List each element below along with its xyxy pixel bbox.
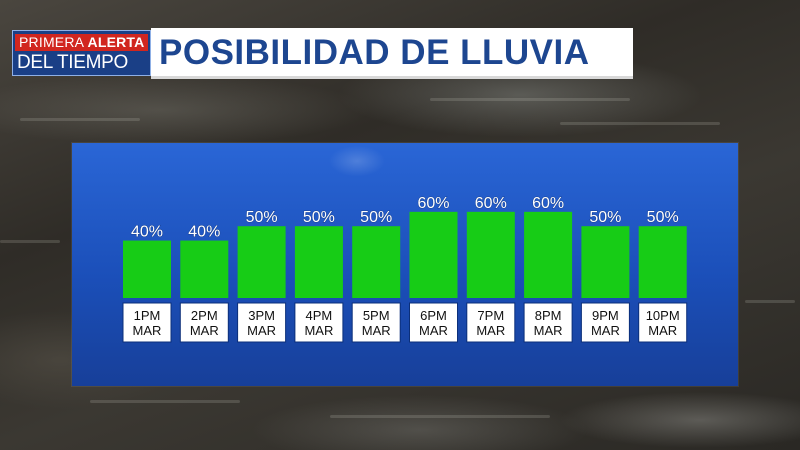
- category-label-box: [466, 302, 516, 343]
- bar-value-label: 40%: [188, 224, 220, 241]
- bar-value-label: 50%: [246, 209, 278, 226]
- bar-value-label: 60%: [475, 195, 507, 212]
- bar-1pm: [123, 240, 171, 298]
- category-day-label: MAR: [190, 323, 219, 338]
- bar-value-label: 60%: [532, 195, 564, 212]
- background-streak: [330, 415, 550, 418]
- category-time-label: 6PM: [420, 308, 447, 323]
- category-time-label: 7PM: [477, 308, 504, 323]
- category-day-label: MAR: [133, 323, 162, 338]
- bar-value-label: 50%: [303, 209, 335, 226]
- category-time-label: 2PM: [191, 308, 218, 323]
- category-label-box: [237, 302, 287, 343]
- category-time-label: 5PM: [363, 308, 390, 323]
- category-label-box: [580, 302, 630, 343]
- bar-7pm: [466, 211, 515, 298]
- bug-alerta-text: ALERTA: [87, 34, 145, 50]
- category-time-label: 8PM: [535, 308, 562, 323]
- category-label-box: [409, 302, 458, 343]
- bar-8pm: [524, 211, 573, 298]
- category-day-label: MAR: [534, 323, 563, 338]
- page-title: POSIBILIDAD DE LLUVIA: [159, 33, 590, 72]
- bar-value-label: 50%: [647, 209, 679, 226]
- category-day-label: MAR: [419, 323, 448, 338]
- category-time-label: 9PM: [592, 308, 619, 323]
- bar-4pm: [294, 226, 343, 298]
- category-label-box: [351, 302, 401, 343]
- bar-2pm: [180, 240, 229, 298]
- title-banner: POSIBILIDAD DE LLUVIA: [151, 28, 633, 79]
- background-streak: [0, 240, 60, 243]
- bar-9pm: [581, 226, 630, 298]
- category-time-label: 4PM: [306, 308, 333, 323]
- category-label-box: [179, 302, 229, 343]
- bug-del-tiempo-text: DEL TIEMPO: [17, 52, 129, 73]
- bar-6pm: [409, 211, 458, 298]
- category-label-box: [523, 302, 573, 343]
- bar-value-label: 50%: [360, 209, 392, 226]
- category-day-label: MAR: [476, 323, 505, 338]
- background-streak: [430, 98, 630, 101]
- bug-red-banner: PRIMERA ALERTA: [15, 34, 149, 51]
- category-label-box: [122, 302, 172, 343]
- bar-value-label: 50%: [589, 209, 621, 226]
- category-day-label: MAR: [648, 323, 677, 338]
- category-day-label: MAR: [591, 323, 620, 338]
- chart-panel: 40% 1PM MAR 40% 2PM MAR 50% 3PM MAR 50% 4PM MAR 50% 5…: [72, 143, 738, 386]
- rain-chance-chart: 40%1PMMAR40%2PMMAR50%3PMMAR50%4PMMAR50%5…: [122, 194, 688, 343]
- category-label-box: [294, 302, 344, 343]
- category-day-label: MAR: [247, 323, 276, 338]
- bar-3pm: [237, 226, 286, 298]
- background-streak: [20, 118, 140, 121]
- category-time-label: 3PM: [248, 308, 275, 323]
- bar-value-label: 40%: [131, 224, 163, 241]
- station-logo-bug: PRIMERA ALERTA DEL TIEMPO: [12, 30, 151, 76]
- bar-value-label: 60%: [417, 195, 449, 212]
- bar-10pm: [638, 226, 687, 298]
- category-label-box: [638, 302, 688, 343]
- category-time-label: 1PM: [134, 308, 161, 323]
- background-streak: [90, 400, 240, 403]
- category-day-label: MAR: [362, 323, 391, 338]
- bar-5pm: [352, 226, 401, 298]
- category-time-label: 10PM: [646, 308, 680, 323]
- bug-primera-text: PRIMERA: [19, 34, 84, 50]
- background-streak: [745, 300, 795, 303]
- background-streak: [560, 122, 720, 125]
- category-day-label: MAR: [304, 323, 333, 338]
